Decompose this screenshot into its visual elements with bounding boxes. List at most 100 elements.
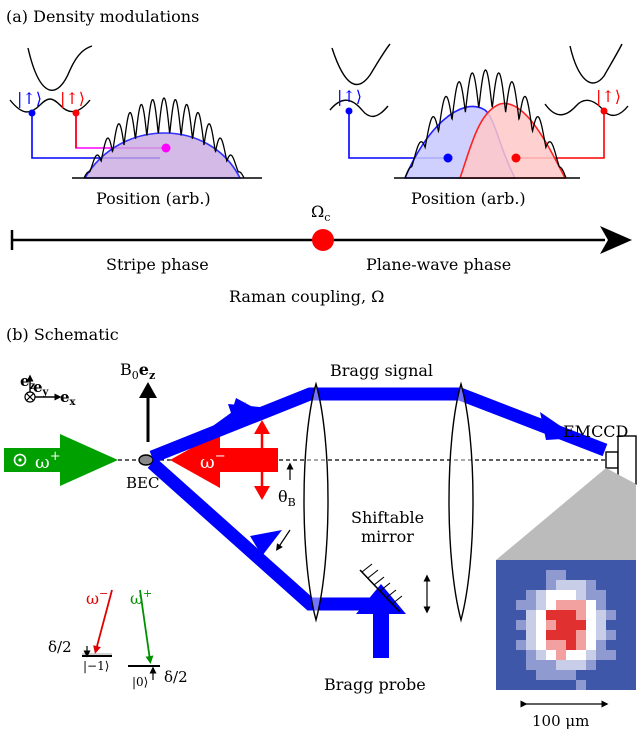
camera-pixel: [496, 630, 506, 640]
camera-pixel: [526, 620, 536, 630]
camera-pixel: [586, 600, 596, 610]
camera-pixel: [596, 600, 606, 610]
camera-pixel: [506, 660, 516, 670]
b-field-arrow: [139, 382, 157, 442]
camera-pixel: [596, 660, 606, 670]
camera-pixel: [556, 620, 566, 630]
emccd-label: EMCCD: [563, 422, 628, 441]
camera-pixel: [616, 630, 626, 640]
scale-bar-label: 100 μm: [532, 712, 589, 730]
camera-pixel: [496, 680, 506, 690]
camera-pixel: [616, 670, 626, 680]
left-density-profile: [72, 97, 262, 179]
camera-pixel: [576, 580, 586, 590]
camera-pixel: [626, 650, 636, 660]
camera-pixel: [576, 570, 586, 580]
emccd-camera: [496, 435, 637, 560]
right-density-profile: [394, 69, 580, 179]
camera-pixel: [626, 670, 636, 680]
camera-pixel: [536, 610, 546, 620]
camera-pixel: [506, 580, 516, 590]
camera-pixel: [566, 670, 576, 680]
camera-pixel: [616, 650, 626, 660]
omega-plus-beam: [4, 434, 118, 486]
camera-pixel: [516, 570, 526, 580]
camera-pixel: [496, 560, 506, 570]
bec-label: BEC: [126, 474, 159, 492]
camera-pixel: [526, 570, 536, 580]
camera-pixel: [546, 630, 556, 640]
camera-pixel: [576, 560, 586, 570]
camera-pixel: [516, 610, 526, 620]
camera-pixel: [496, 660, 506, 670]
camera-pixel: [576, 660, 586, 670]
camera-pixel: [566, 640, 576, 650]
panel-b-title: (b) Schematic: [6, 325, 119, 344]
camera-pixel: [626, 640, 636, 650]
critical-label: Ωc: [311, 202, 330, 224]
camera-pixel: [496, 670, 506, 680]
left-spin-blue: |↑⟩: [17, 89, 42, 108]
camera-pixel: [566, 600, 576, 610]
camera-pixel: [546, 600, 556, 610]
camera-pixel: [546, 680, 556, 690]
camera-pixel: [626, 610, 636, 620]
camera-pixel: [536, 560, 546, 570]
camera-pixel: [546, 580, 556, 590]
level-diagram: [82, 589, 160, 680]
camera-pixel: [536, 620, 546, 630]
lens-right: [448, 381, 474, 623]
ex-label: ex: [60, 388, 77, 408]
camera-pixel: [566, 620, 576, 630]
camera-pixel: [566, 680, 576, 690]
camera-pixel: [526, 610, 536, 620]
camera-pixel: [496, 570, 506, 580]
camera-pixel: [616, 600, 626, 610]
camera-pixel: [506, 650, 516, 660]
camera-pixel: [616, 580, 626, 590]
camera-pixel: [506, 630, 516, 640]
camera-pixel: [536, 680, 546, 690]
camera-pixel: [606, 580, 616, 590]
camera-pixel: [496, 590, 506, 600]
camera-pixel: [546, 650, 556, 660]
camera-pixel: [506, 680, 516, 690]
camera-pixel: [506, 610, 516, 620]
camera-pixel: [566, 660, 576, 670]
bragg-signal-label: Bragg signal: [330, 361, 433, 380]
camera-pixel: [556, 650, 566, 660]
camera-pixel: [526, 580, 536, 590]
omega-plus-label: ω+: [35, 449, 61, 473]
camera-pixel: [496, 580, 506, 590]
camera-pixel: [606, 630, 616, 640]
upper-beam-arrow: [228, 404, 260, 428]
camera-pixel: [626, 560, 636, 570]
camera-pixel: [596, 680, 606, 690]
camera-pixel: [606, 610, 616, 620]
state-0-label: |0⟩: [132, 675, 148, 689]
camera-pixel: [626, 630, 636, 640]
camera-pixel: [626, 620, 636, 630]
delta-right-label: δ/2: [164, 668, 188, 686]
camera-pixel: [606, 650, 616, 660]
camera-pixel: [496, 600, 506, 610]
camera-pixel: [566, 570, 576, 580]
camera-pixel: [556, 670, 566, 680]
camera-pixel: [586, 570, 596, 580]
camera-pixel: [586, 610, 596, 620]
camera-pixel: [586, 640, 596, 650]
omega-minus-beam: [170, 420, 278, 500]
camera-pixel: [546, 560, 556, 570]
camera-pixel: [526, 660, 536, 670]
camera-pixel: [516, 680, 526, 690]
left-spin-red: |↑⟩: [60, 89, 85, 108]
camera-pixel: [556, 570, 566, 580]
camera-pixel: [556, 610, 566, 620]
theta-label: θB: [278, 487, 296, 509]
delta-left-label: δ/2: [48, 638, 72, 656]
camera-pixel: [526, 670, 536, 680]
camera-pixel: [516, 630, 526, 640]
camera-pixel: [596, 590, 606, 600]
camera-pixel: [506, 640, 516, 650]
camera-pixel: [516, 640, 526, 650]
